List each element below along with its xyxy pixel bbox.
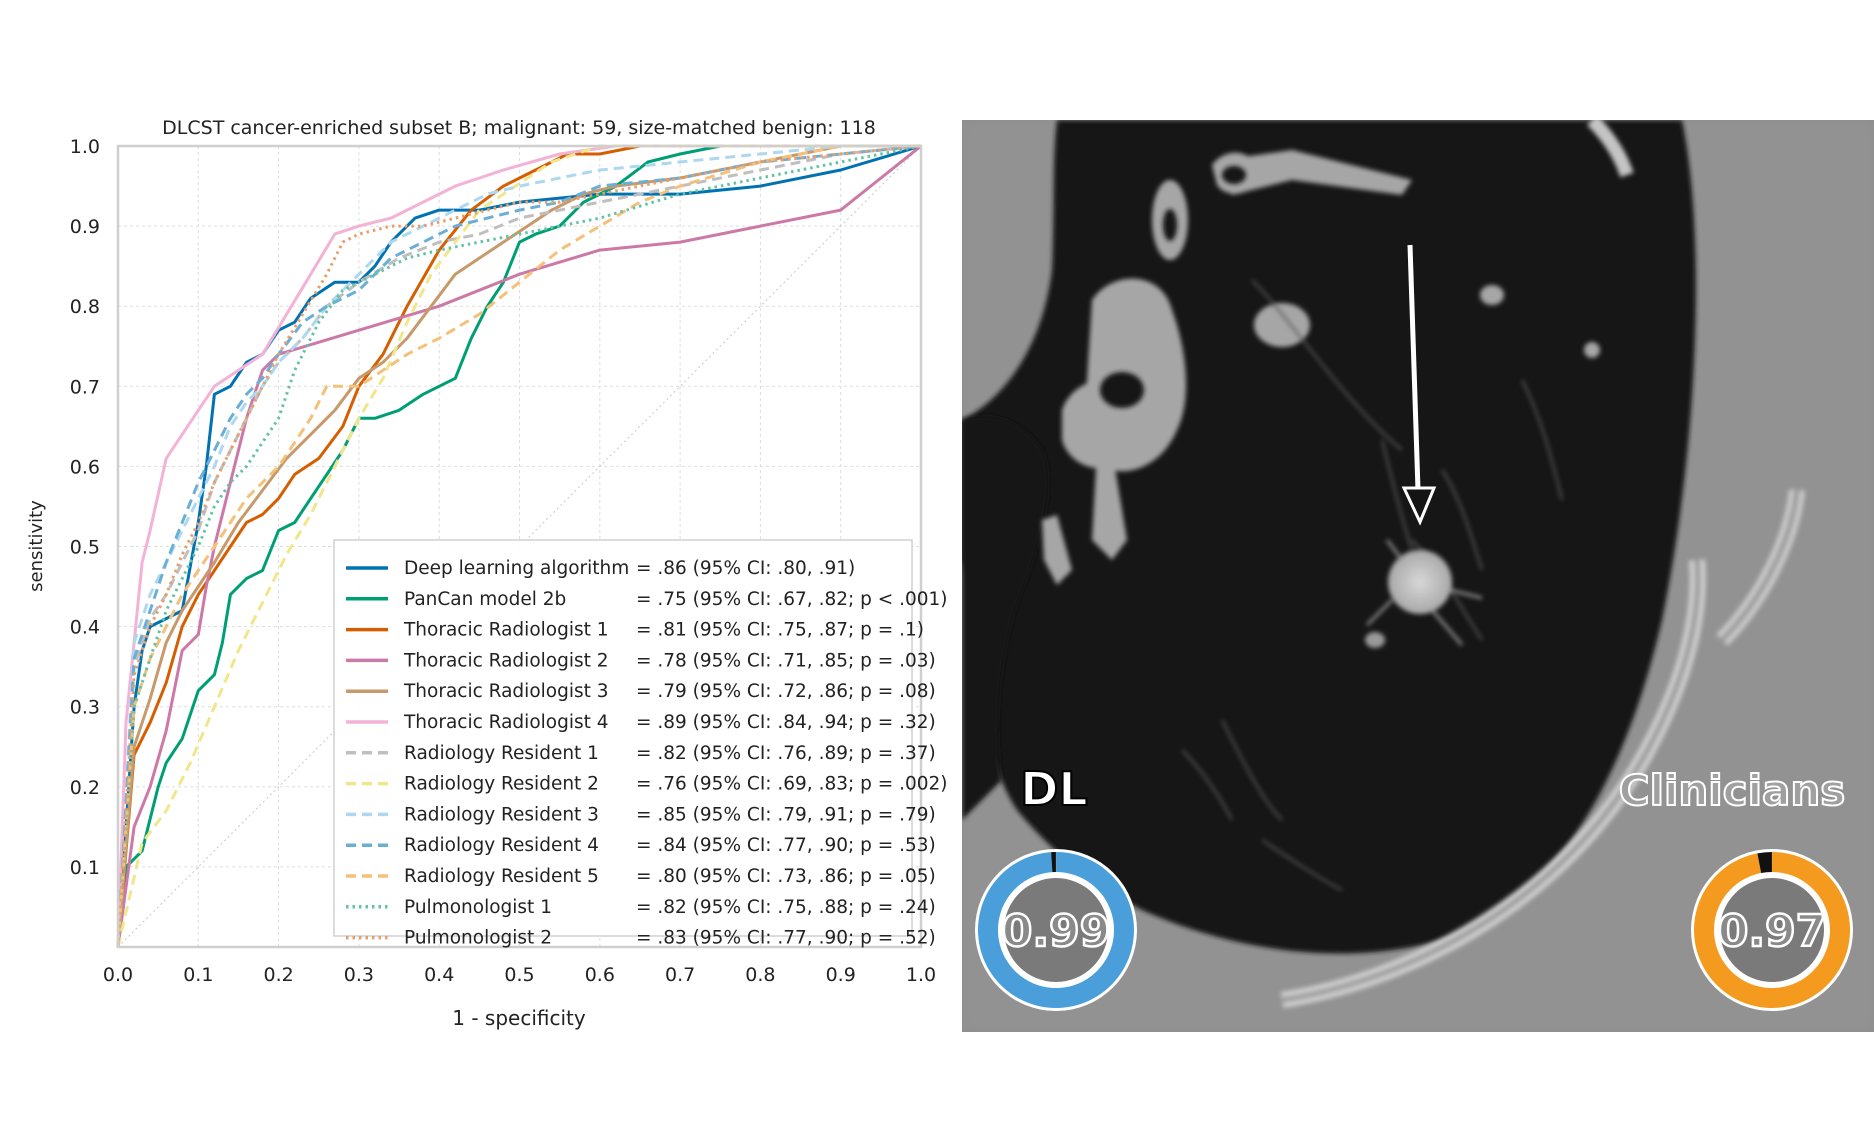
legend-series-name: PanCan model 2b [404, 589, 566, 610]
legend-series-stat: = .78 (95% CI: .71, .85; p = .03) [636, 650, 936, 671]
legend-series-stat: = .86 (95% CI: .80, .91) [636, 558, 855, 579]
legend-series-stat: = .84 (95% CI: .77, .90; p = .53) [636, 835, 936, 856]
dl-donut-remainder [1051, 852, 1056, 873]
y-tick-label: 1.0 [70, 136, 100, 158]
legend-series-name: Thoracic Radiologist 4 [403, 712, 609, 733]
y-tick-label: 0.6 [70, 456, 100, 478]
x-tick-label: 0.8 [745, 964, 775, 986]
legend-series-stat: = .76 (95% CI: .69, .83; p = .002) [636, 774, 948, 795]
dl-score: 0.99 [1002, 906, 1111, 957]
y-tick-label: 0.7 [70, 376, 100, 398]
x-tick-label: 0.7 [665, 964, 695, 986]
legend-series-stat: = .82 (95% CI: .76, .89; p = .37) [636, 743, 936, 764]
plot-frame [116, 144, 923, 949]
legend: Deep learning algorithm = .86 (95% CI: .8… [333, 539, 948, 949]
legend-series-stat: = .89 (95% CI: .84, .94; p = .32) [636, 712, 936, 733]
legend-series-stat: = .79 (95% CI: .72, .86; p = .08) [636, 681, 936, 702]
x-tick-label: 1.0 [906, 964, 936, 986]
legend-series-name: Deep learning algorithm [404, 558, 629, 579]
chance-diagonal [117, 145, 922, 948]
roc-curve-series [116, 144, 922, 948]
legend-series-name: Thoracic Radiologist 2 [403, 650, 609, 671]
legend-series-stat: = .80 (95% CI: .73, .86; p = .05) [636, 866, 936, 887]
legend-series-name: Radiology Resident 4 [404, 835, 599, 856]
legend-series-name: Thoracic Radiologist 3 [403, 681, 609, 702]
x-tick-label: 0.3 [344, 964, 374, 986]
legend-series-name: Radiology Resident 2 [404, 774, 599, 795]
clinicians-donut-remainder [1757, 852, 1772, 874]
y-tick-label: 0.1 [70, 857, 100, 879]
y-tick-label: 0.4 [70, 617, 100, 639]
roc-curve-series [116, 144, 921, 948]
roc-curve-series [116, 144, 921, 948]
ct-scan-image: DL 0.99 Clinicians 0.97 [962, 120, 1874, 1032]
x-tick-label: 0.5 [504, 964, 534, 986]
vessels [1042, 150, 1600, 585]
legend-box [333, 539, 913, 937]
clinicians-score-donut: 0.97 [1691, 849, 1853, 1011]
lung-field-lower [962, 416, 1049, 820]
legend-series-name: Radiology Resident 3 [404, 804, 599, 825]
ribs [1280, 120, 1805, 1008]
roc-curves [116, 144, 922, 948]
x-axis-label: 1 - specificity [452, 1006, 586, 1030]
x-tick-label: 0.6 [585, 964, 615, 986]
clinicians-label: Clinicians [1619, 766, 1845, 815]
y-axis-label: sensitivity [26, 500, 47, 592]
legend-series-stat: = .75 (95% CI: .67, .82; p < .001) [636, 589, 948, 610]
roc-curve-series [116, 144, 922, 948]
legend-series-stat: = .83 (95% CI: .77, .90; p = .52) [636, 928, 936, 949]
roc-curve-series [116, 144, 922, 948]
roc-curve-series [116, 144, 921, 948]
legend-series-stat: = .81 (95% CI: .75, .87; p = .1) [636, 620, 924, 641]
fine-vessels [1181, 279, 1564, 892]
y-tick-label: 0.9 [70, 216, 100, 238]
roc-curve-series [116, 144, 922, 948]
x-tick-label: 0.0 [103, 964, 133, 986]
legend-series-name: Radiology Resident 1 [404, 743, 599, 764]
dl-score-donut: 0.99 [975, 849, 1137, 1011]
legend-series-name: Pulmonologist 2 [404, 928, 552, 949]
legend-series-name: Pulmonologist 1 [404, 897, 552, 918]
y-tick-label: 0.8 [70, 296, 100, 318]
vessel-holes [1100, 166, 1246, 408]
arrow-icon [1401, 244, 1437, 526]
y-tick-label: 0.5 [70, 537, 100, 559]
x-tick-label: 0.4 [424, 964, 454, 986]
roc-curve-series [116, 144, 921, 948]
legend-series-stat: = .82 (95% CI: .75, .88; p = .24) [636, 897, 936, 918]
x-tick-label: 0.9 [826, 964, 856, 986]
x-tick-label: 0.2 [263, 964, 293, 986]
roc-chart: DLCST cancer-enriched subset B; malignan… [26, 117, 948, 1030]
legend-series-stat: = .85 (95% CI: .79, .91; p = .79) [636, 804, 936, 825]
y-tick-label: 0.3 [70, 697, 100, 719]
clinicians-score: 0.97 [1718, 906, 1827, 957]
legend-series-name: Thoracic Radiologist 1 [403, 620, 609, 641]
x-tick-labels: 0.0 0.1 0.2 0.3 0.4 0.5 0.6 0.7 0.8 0.9 1.0 [103, 964, 936, 986]
chart-title: DLCST cancer-enriched subset B; malignan… [162, 117, 876, 139]
y-tick-label: 0.2 [70, 777, 100, 799]
dl-label: DL [1020, 762, 1088, 816]
x-tick-label: 0.1 [183, 964, 213, 986]
y-tick-labels: 0.1 0.2 0.3 0.4 0.5 0.6 0.7 0.8 0.9 1.0 [70, 136, 100, 879]
nodule [1365, 539, 1483, 648]
legend-series-name: Radiology Resident 5 [404, 866, 599, 887]
